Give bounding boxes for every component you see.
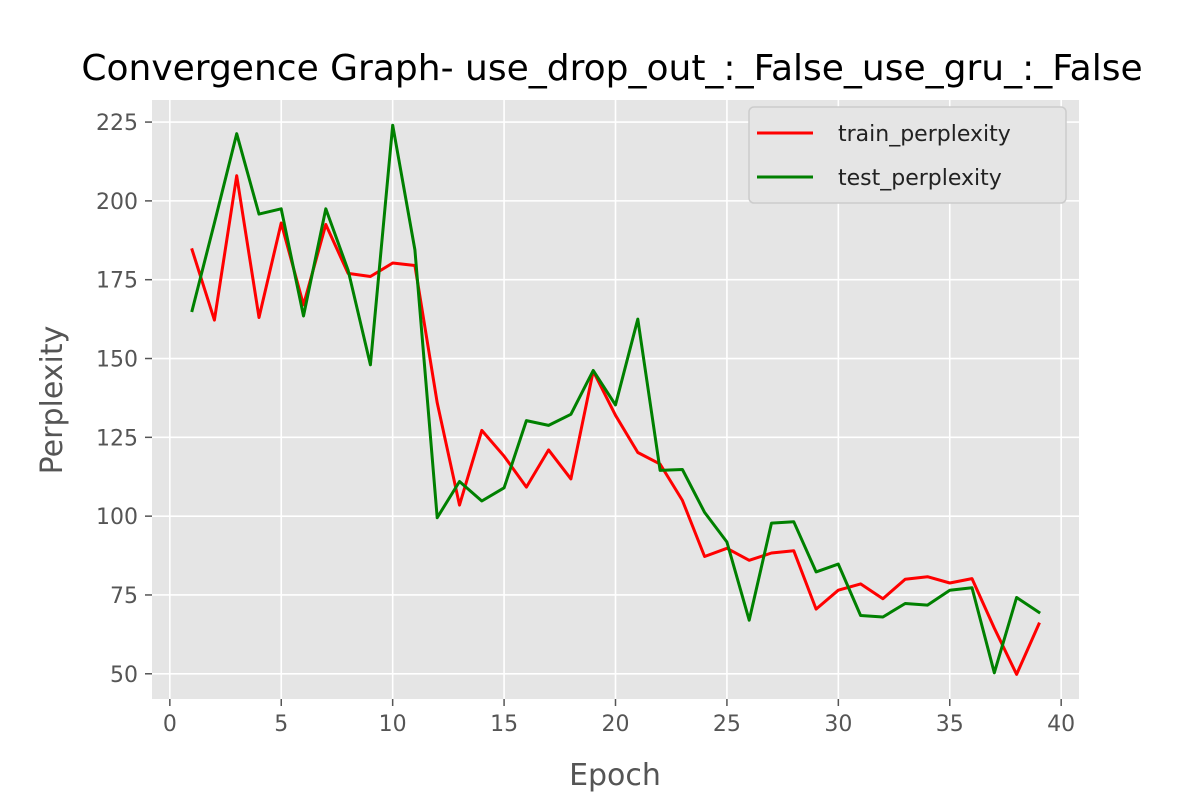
x-tick-label: 40 (1047, 712, 1075, 737)
x-tick-label: 30 (824, 712, 852, 737)
x-tick-label: 5 (274, 712, 288, 737)
x-tick-label: 15 (490, 712, 518, 737)
y-tick-label: 225 (96, 111, 138, 136)
x-tick-label: 10 (379, 712, 407, 737)
x-tick-label: 20 (602, 712, 630, 737)
y-tick-label: 175 (96, 269, 138, 294)
series-lines (190, 123, 1041, 676)
x-axis-title: Epoch (569, 758, 661, 793)
legend-label: test_perplexity (838, 166, 1002, 191)
x-tick-label: 0 (163, 712, 177, 737)
y-tick-label: 125 (96, 426, 138, 451)
y-axis-title: Perplexity (35, 326, 70, 475)
y-tick-label: 150 (96, 348, 138, 373)
y-tick-label: 200 (96, 190, 138, 215)
chart-title: Convergence Graph- use_drop_out_:_False_… (81, 48, 1142, 89)
legend-label: train_perplexity (838, 122, 1011, 147)
x-tick-label: 35 (936, 712, 964, 737)
y-tick-label: 50 (110, 663, 138, 688)
x-tick-label: 25 (713, 712, 741, 737)
x-axis-ticks: 0 5 10 15 20 25 30 35 40 (163, 699, 1075, 737)
series-line-train-perplexity (190, 174, 1041, 676)
y-axis-ticks: 50 75 100 125 150 175 200 225 (96, 111, 152, 688)
legend: train_perplexity test_perplexity (748, 106, 1067, 204)
y-tick-label: 100 (96, 505, 138, 530)
series-line-test-perplexity (190, 123, 1041, 675)
legend-box (748, 106, 1067, 204)
y-tick-label: 75 (110, 584, 138, 609)
